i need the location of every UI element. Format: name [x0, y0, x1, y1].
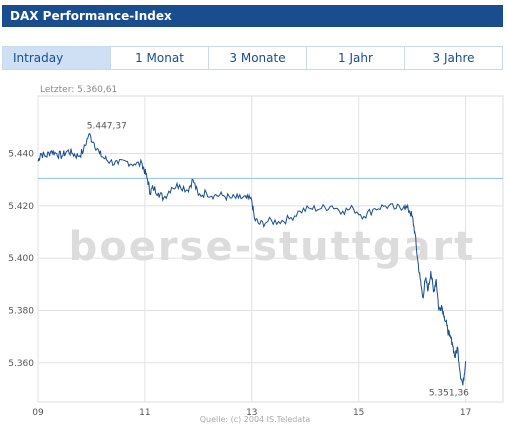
y-axis: 5.360 5.380 5.400 5.420 5.440 — [8, 150, 34, 369]
y-tick-label: 5.420 — [8, 202, 34, 212]
x-tick-label: 15 — [353, 408, 364, 418]
period-tabs: Intraday 1 Monat 3 Monate 1 Jahr 3 Jahre — [2, 46, 503, 70]
x-axis: 09 11 13 15 17 — [32, 408, 471, 418]
y-tick-label: 5.360 — [8, 359, 34, 369]
high-label: 5.447,37 — [87, 121, 127, 131]
y-tick-label: 5.380 — [8, 306, 34, 316]
y-tick-label: 5.400 — [8, 254, 34, 264]
last-price-label: Letzter: 5.360,61 — [40, 85, 117, 95]
watermark: boerse-stuttgart — [69, 224, 476, 270]
y-tick-label: 5.440 — [8, 150, 34, 160]
tab-label: 1 Jahr — [338, 51, 373, 65]
price-line — [37, 132, 467, 386]
x-tick-label: 09 — [32, 408, 44, 418]
source-label: Quelle: (c) 2004 IS.Teledata — [200, 415, 311, 424]
low-label: 5.351,36 — [429, 388, 469, 398]
title-bar-background: DAX Performance-Index — [2, 5, 503, 27]
tab-intraday[interactable]: Intraday — [3, 47, 111, 69]
x-tick-label: 17 — [460, 408, 471, 418]
x-tick-label: 13 — [246, 408, 257, 418]
tab-1-jahr[interactable]: 1 Jahr — [307, 47, 405, 69]
tab-label: 1 Monat — [135, 51, 184, 65]
title-bar: DAX Performance-Index — [0, 0, 508, 30]
tab-3-jahre[interactable]: 3 Jahre — [405, 47, 502, 69]
chart-container: boerse-stuttgart 5.360 5.380 5.400 5.420 5.4… — [0, 78, 508, 430]
dax-intraday-chart: boerse-stuttgart 5.360 5.380 5.400 5.420 5.4… — [8, 85, 504, 424]
x-tick-label: 11 — [139, 408, 150, 418]
tab-label: 3 Jahre — [432, 51, 475, 65]
chart-title: DAX Performance-Index — [10, 9, 172, 23]
plot-area — [37, 95, 504, 403]
grid-lines — [37, 96, 503, 402]
tab-3-monate[interactable]: 3 Monate — [209, 47, 307, 69]
tab-label: 3 Monate — [229, 51, 286, 65]
tab-1-monat[interactable]: 1 Monat — [111, 47, 209, 69]
tab-label: Intraday — [13, 51, 64, 65]
